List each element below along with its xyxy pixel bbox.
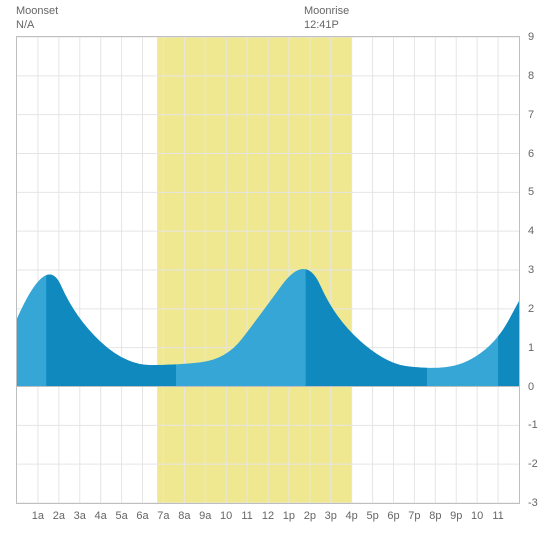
x-axis-ticks: 1a 2a 3a 4a 5a 6a 7a 8a 9a 10 11 12 1p 2p 3p 4p 5p 6p 7p 8p… (16, 510, 520, 530)
x-tick-label: 6p (387, 510, 399, 522)
y-tick-label: 1 (528, 342, 534, 354)
x-tick-label: 2a (53, 510, 65, 522)
x-tick-label: 12 (262, 510, 274, 522)
y-tick-label: 4 (528, 225, 534, 237)
x-tick-label: 7a (157, 510, 169, 522)
tide-chart-root: Moonset N/A Moonrise 12:41P -3-2-1012345… (0, 0, 550, 550)
moonset-value: N/A (16, 18, 58, 32)
x-tick-label: 8a (178, 510, 190, 522)
y-tick-label: 6 (528, 148, 534, 160)
x-tick-label: 8p (429, 510, 441, 522)
x-tick-label: 6a (136, 510, 148, 522)
chart-svg (17, 37, 519, 503)
x-tick-label: 1p (283, 510, 295, 522)
y-tick-label: 5 (528, 186, 534, 198)
x-tick-label: 2p (304, 510, 316, 522)
moonrise-label: Moonrise (304, 4, 349, 18)
x-tick-label: 4p (346, 510, 358, 522)
y-tick-label: -2 (528, 458, 538, 470)
x-tick-label: 7p (408, 510, 420, 522)
chart-plot-area (16, 36, 520, 504)
moonrise-value: 12:41P (304, 18, 349, 32)
x-tick-label: 5a (115, 510, 127, 522)
y-tick-label: 9 (528, 31, 534, 43)
x-tick-label: 3p (325, 510, 337, 522)
y-axis-ticks: -3-2-10123456789 (524, 36, 544, 504)
x-tick-label: 11 (492, 510, 503, 522)
y-tick-label: 2 (528, 303, 534, 315)
moonset-block: Moonset N/A (16, 4, 58, 32)
y-tick-label: 3 (528, 264, 534, 276)
moonset-label: Moonset (16, 4, 58, 18)
moonrise-block: Moonrise 12:41P (304, 4, 349, 32)
x-tick-label: 9a (199, 510, 211, 522)
x-tick-label: 3a (74, 510, 86, 522)
y-tick-label: -3 (528, 497, 538, 509)
y-tick-label: 0 (528, 381, 534, 393)
y-tick-label: 7 (528, 109, 534, 121)
x-tick-label: 4a (95, 510, 107, 522)
x-tick-label: 11 (241, 510, 252, 522)
x-tick-label: 5p (366, 510, 378, 522)
y-tick-label: 8 (528, 70, 534, 82)
x-tick-label: 10 (471, 510, 483, 522)
x-tick-label: 10 (220, 510, 232, 522)
y-tick-label: -1 (528, 419, 538, 431)
x-tick-label: 1a (32, 510, 44, 522)
x-tick-label: 9p (450, 510, 462, 522)
